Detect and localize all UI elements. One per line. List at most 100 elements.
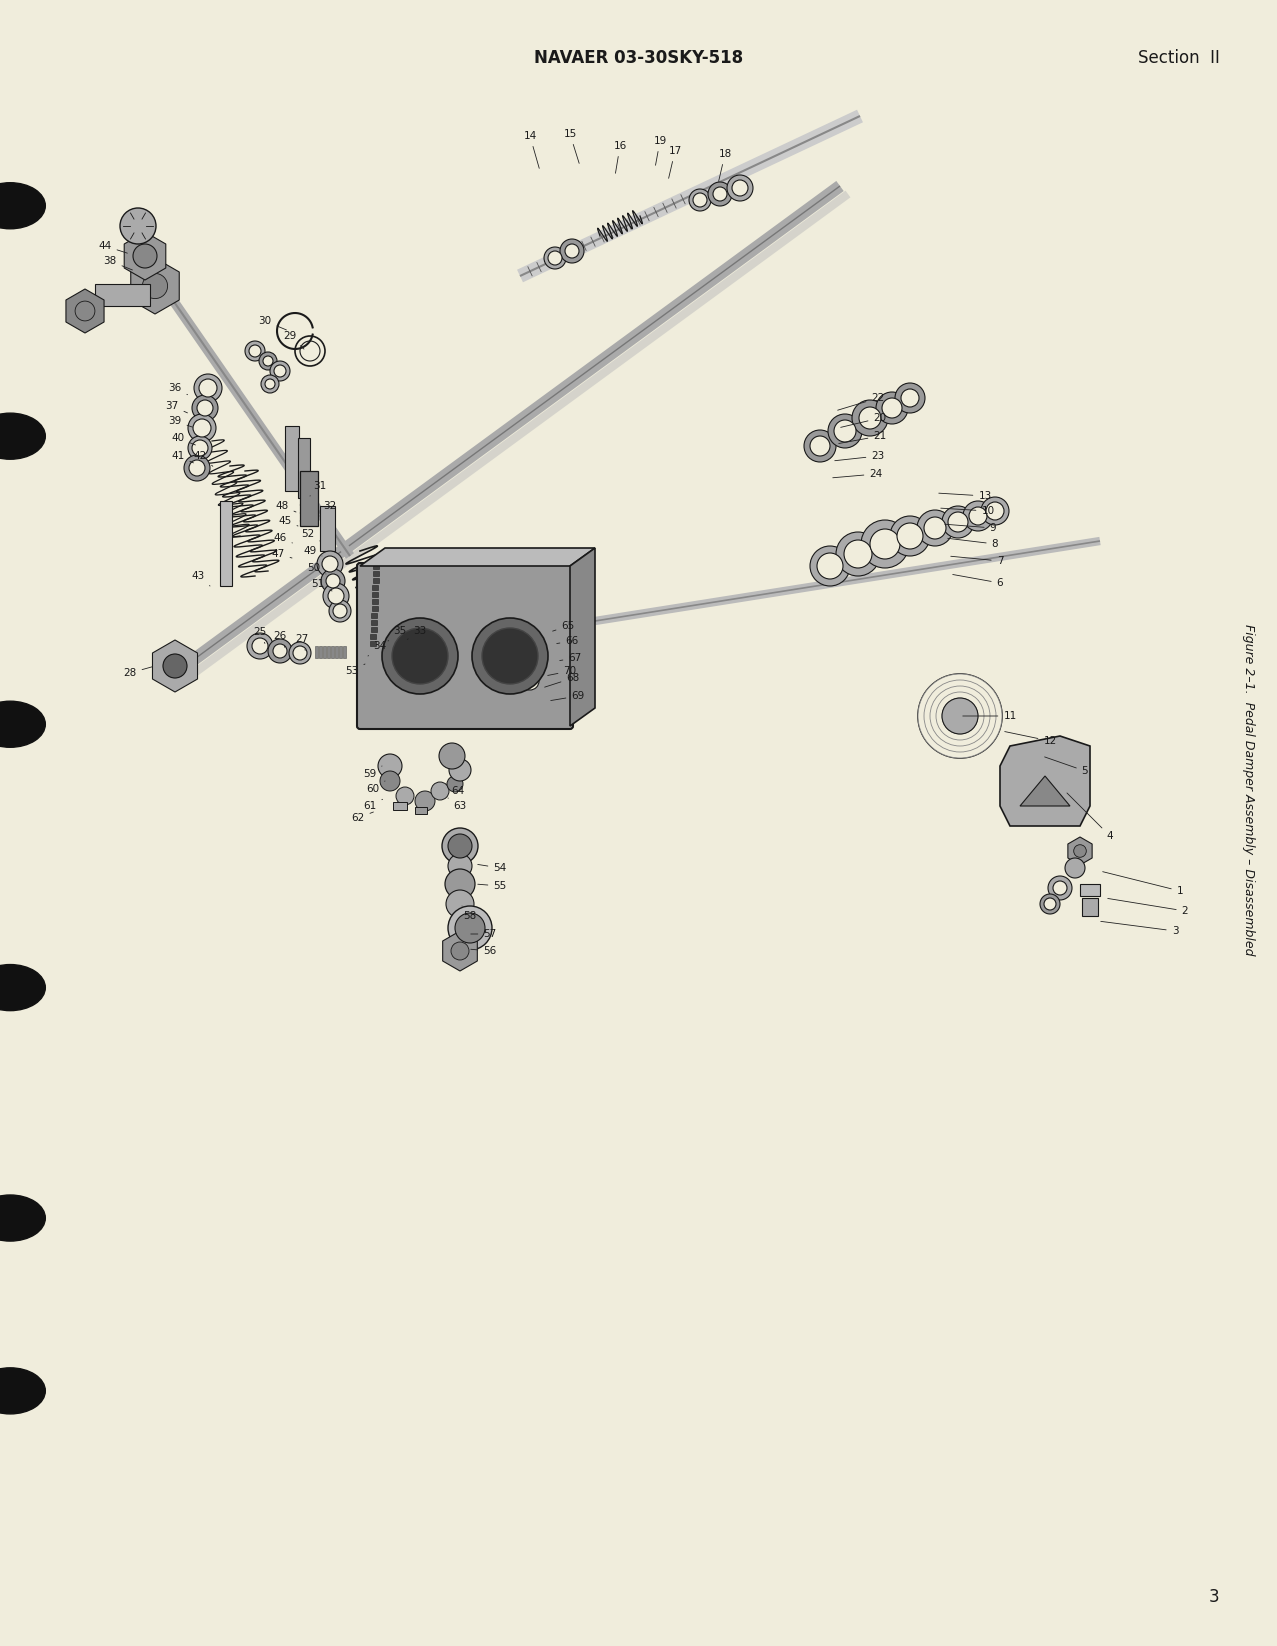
Circle shape: [827, 415, 862, 448]
Text: 6: 6: [953, 574, 1004, 588]
Circle shape: [329, 601, 351, 622]
Circle shape: [188, 415, 216, 443]
Circle shape: [963, 500, 994, 532]
Text: 11: 11: [963, 711, 1016, 721]
Polygon shape: [124, 232, 166, 280]
Text: 3: 3: [1101, 922, 1179, 937]
Circle shape: [810, 546, 850, 586]
Text: 38: 38: [103, 257, 133, 270]
Circle shape: [75, 301, 94, 321]
Circle shape: [1048, 876, 1071, 900]
Circle shape: [481, 640, 508, 667]
Circle shape: [942, 505, 974, 538]
Text: 55: 55: [478, 881, 507, 890]
Polygon shape: [1000, 736, 1091, 826]
Polygon shape: [443, 932, 478, 971]
Polygon shape: [1068, 838, 1092, 866]
Text: 13: 13: [939, 491, 992, 500]
Bar: [344, 645, 346, 658]
Text: 18: 18: [719, 150, 732, 181]
Circle shape: [442, 828, 478, 864]
Circle shape: [197, 400, 213, 416]
Text: 28: 28: [124, 667, 152, 678]
Circle shape: [902, 388, 919, 407]
Circle shape: [432, 782, 450, 800]
Circle shape: [534, 683, 555, 704]
Text: 48: 48: [276, 500, 296, 512]
Text: 27: 27: [295, 634, 309, 650]
Circle shape: [326, 574, 340, 588]
Circle shape: [507, 634, 533, 658]
Text: 24: 24: [833, 469, 882, 479]
Text: 26: 26: [273, 630, 286, 647]
Bar: [319, 645, 322, 658]
Circle shape: [918, 673, 1002, 759]
Circle shape: [1045, 899, 1056, 910]
Text: 45: 45: [278, 515, 298, 527]
Circle shape: [495, 645, 520, 670]
Polygon shape: [66, 290, 103, 332]
Text: 62: 62: [351, 811, 373, 823]
Circle shape: [834, 420, 856, 443]
Text: 19: 19: [654, 137, 667, 165]
Circle shape: [133, 244, 157, 268]
Polygon shape: [360, 548, 595, 566]
Circle shape: [448, 835, 472, 858]
Text: 36: 36: [169, 384, 188, 395]
Circle shape: [268, 639, 292, 663]
Circle shape: [844, 540, 872, 568]
Circle shape: [918, 673, 1002, 759]
Text: 32: 32: [321, 500, 337, 517]
Circle shape: [1054, 881, 1068, 895]
Circle shape: [501, 652, 515, 665]
Text: 58: 58: [462, 905, 476, 922]
Bar: [415, 807, 427, 815]
Ellipse shape: [0, 413, 46, 459]
Circle shape: [876, 392, 908, 425]
Ellipse shape: [0, 1368, 46, 1414]
Text: 9: 9: [945, 523, 996, 533]
Circle shape: [447, 775, 464, 792]
Circle shape: [163, 655, 186, 678]
Text: 66: 66: [557, 635, 578, 645]
Text: 57: 57: [471, 928, 497, 938]
Circle shape: [512, 639, 527, 653]
Text: 63: 63: [448, 798, 466, 811]
Circle shape: [986, 502, 1004, 520]
Bar: [1080, 884, 1099, 895]
Text: 49: 49: [304, 546, 322, 556]
Circle shape: [487, 645, 503, 662]
Text: 16: 16: [613, 142, 627, 173]
Circle shape: [317, 551, 344, 578]
Ellipse shape: [0, 1195, 46, 1241]
Circle shape: [455, 914, 485, 943]
Circle shape: [189, 459, 206, 476]
Text: 37: 37: [166, 402, 188, 413]
Text: 31: 31: [310, 481, 327, 495]
Bar: [335, 645, 338, 658]
Circle shape: [188, 436, 212, 459]
Text: 33: 33: [407, 625, 427, 639]
Circle shape: [472, 617, 548, 695]
Circle shape: [896, 523, 923, 550]
Circle shape: [930, 686, 990, 746]
Text: 10: 10: [941, 505, 995, 515]
Circle shape: [143, 273, 167, 298]
Circle shape: [321, 570, 345, 593]
Text: 64: 64: [446, 783, 465, 797]
Text: 47: 47: [272, 550, 292, 560]
Circle shape: [194, 374, 222, 402]
Circle shape: [1074, 844, 1087, 858]
Bar: [94, 285, 149, 306]
Bar: [327, 645, 329, 658]
Ellipse shape: [0, 701, 46, 747]
Bar: [220, 500, 232, 586]
Text: 7: 7: [951, 556, 1004, 566]
Bar: [393, 802, 407, 810]
Polygon shape: [570, 548, 595, 726]
Text: 1: 1: [1103, 872, 1184, 895]
Text: 43: 43: [192, 571, 209, 586]
Circle shape: [707, 183, 732, 206]
Text: 4: 4: [1068, 793, 1114, 841]
Circle shape: [517, 695, 543, 721]
